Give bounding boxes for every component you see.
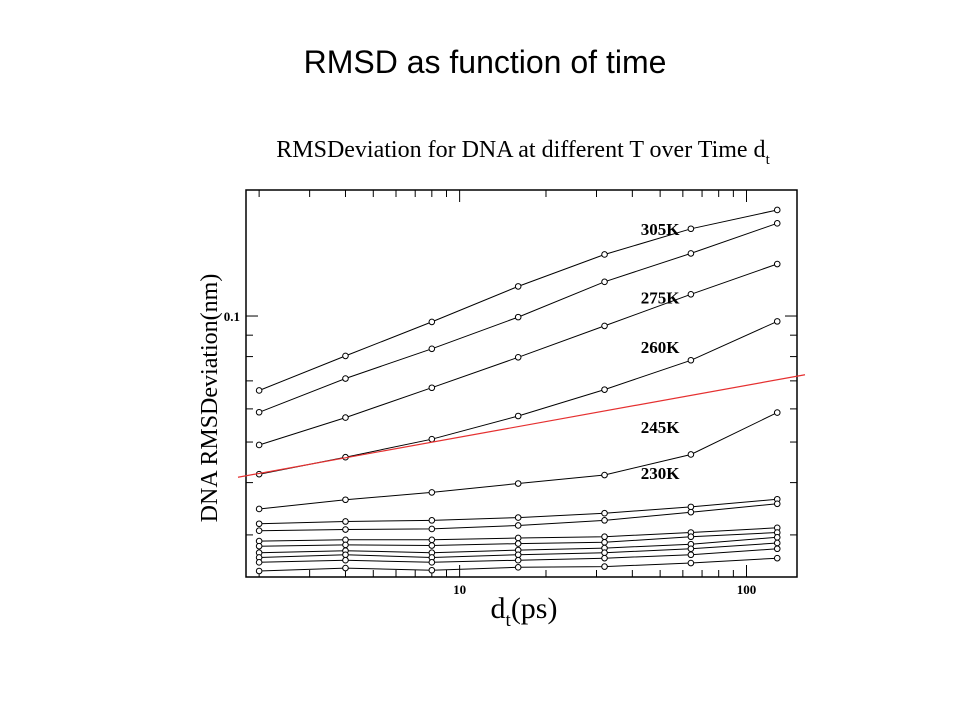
data-point xyxy=(687,508,695,516)
data-point xyxy=(428,318,436,326)
data-point xyxy=(601,471,608,479)
reference-line-group xyxy=(237,374,806,478)
data-point xyxy=(255,387,263,394)
data-point xyxy=(514,551,522,559)
data-point xyxy=(342,518,349,525)
data-point xyxy=(601,278,608,286)
data-point xyxy=(428,566,436,574)
data-point xyxy=(687,545,695,553)
slide-title: RMSD as function of time xyxy=(303,44,667,80)
data-point xyxy=(601,563,608,570)
data-point xyxy=(428,435,436,443)
data-point xyxy=(342,551,349,559)
data-point xyxy=(255,527,263,535)
x-tick-label: 100 xyxy=(737,582,757,597)
data-point xyxy=(428,384,436,392)
data-point xyxy=(428,559,436,566)
data-point xyxy=(601,549,608,557)
plot-frame xyxy=(245,189,798,578)
data-point xyxy=(514,283,522,290)
data-point xyxy=(773,545,781,553)
data-point xyxy=(514,313,522,321)
data-point xyxy=(255,559,263,566)
data-point xyxy=(601,517,608,524)
data-point xyxy=(428,517,436,524)
data-point xyxy=(428,345,436,353)
chart-title: RMSDeviation for DNA at different T over… xyxy=(276,137,770,168)
data-point xyxy=(687,356,695,364)
data-point xyxy=(773,220,781,227)
data-point xyxy=(601,251,608,258)
data-point xyxy=(514,564,522,571)
data-point xyxy=(773,409,781,416)
reference-line xyxy=(237,374,806,478)
data-point xyxy=(255,505,263,513)
data-point xyxy=(773,206,781,214)
data-point xyxy=(428,489,436,496)
data-point xyxy=(342,352,349,360)
data-point xyxy=(773,539,781,547)
temperature-annotation: 275K xyxy=(641,289,681,308)
data-point xyxy=(342,414,349,421)
data-point xyxy=(601,322,608,330)
temperature-annotation: 305K xyxy=(641,220,681,239)
data-point xyxy=(514,522,522,529)
data-point xyxy=(773,318,781,325)
x-tick-labels: 10 100 xyxy=(453,582,756,597)
data-point xyxy=(342,496,349,504)
data-point xyxy=(687,559,695,567)
y-tick-label: 0.1 xyxy=(224,309,240,324)
temperature-annotation: 260K xyxy=(641,338,681,357)
y-tick-labels: 0.1 xyxy=(224,309,240,324)
data-point xyxy=(428,525,436,533)
data-point xyxy=(514,534,522,542)
y-axis-label: DNA RMSDeviation(nm) xyxy=(197,274,223,523)
y-minor-ticks xyxy=(246,189,797,536)
data-point xyxy=(687,225,695,233)
data-point xyxy=(514,480,522,487)
data-point xyxy=(773,500,781,508)
data-point xyxy=(514,556,522,564)
x-axis-label: dt(ps) xyxy=(491,592,558,631)
data-point xyxy=(601,554,608,562)
data-point xyxy=(255,408,263,416)
data-point xyxy=(687,290,695,298)
x-minor-ticks xyxy=(258,190,747,577)
data-point xyxy=(514,353,522,361)
temperature-annotation: 230K xyxy=(641,464,681,483)
data-point xyxy=(255,520,263,528)
temperature-annotation: 245K xyxy=(641,418,681,437)
data-point xyxy=(601,539,608,546)
data-point xyxy=(342,541,349,549)
series-line-4 xyxy=(259,320,778,475)
data-point xyxy=(687,451,695,458)
data-point xyxy=(773,534,781,541)
data-point xyxy=(687,503,695,511)
data-point xyxy=(342,526,349,533)
data-point xyxy=(514,412,522,420)
data-point xyxy=(428,542,436,549)
data-point xyxy=(428,536,436,544)
series-line-1 xyxy=(258,209,778,391)
x-tick-label: 10 xyxy=(453,582,466,597)
data-point xyxy=(687,250,695,257)
data-point xyxy=(601,386,608,393)
series-group xyxy=(255,206,781,575)
data-point xyxy=(255,542,263,550)
data-point xyxy=(342,564,349,572)
data-point xyxy=(514,514,522,521)
data-point xyxy=(514,540,522,547)
data-point xyxy=(687,533,695,541)
data-point xyxy=(601,533,608,541)
data-point xyxy=(255,567,263,575)
data-point xyxy=(342,556,349,564)
data-point xyxy=(601,509,608,517)
data-point xyxy=(773,260,781,268)
data-point xyxy=(773,554,781,562)
data-point xyxy=(687,551,695,559)
annotation-group: 305K 275K 260K 245K 230K xyxy=(641,220,681,483)
data-point xyxy=(342,375,349,382)
data-point xyxy=(255,441,263,449)
